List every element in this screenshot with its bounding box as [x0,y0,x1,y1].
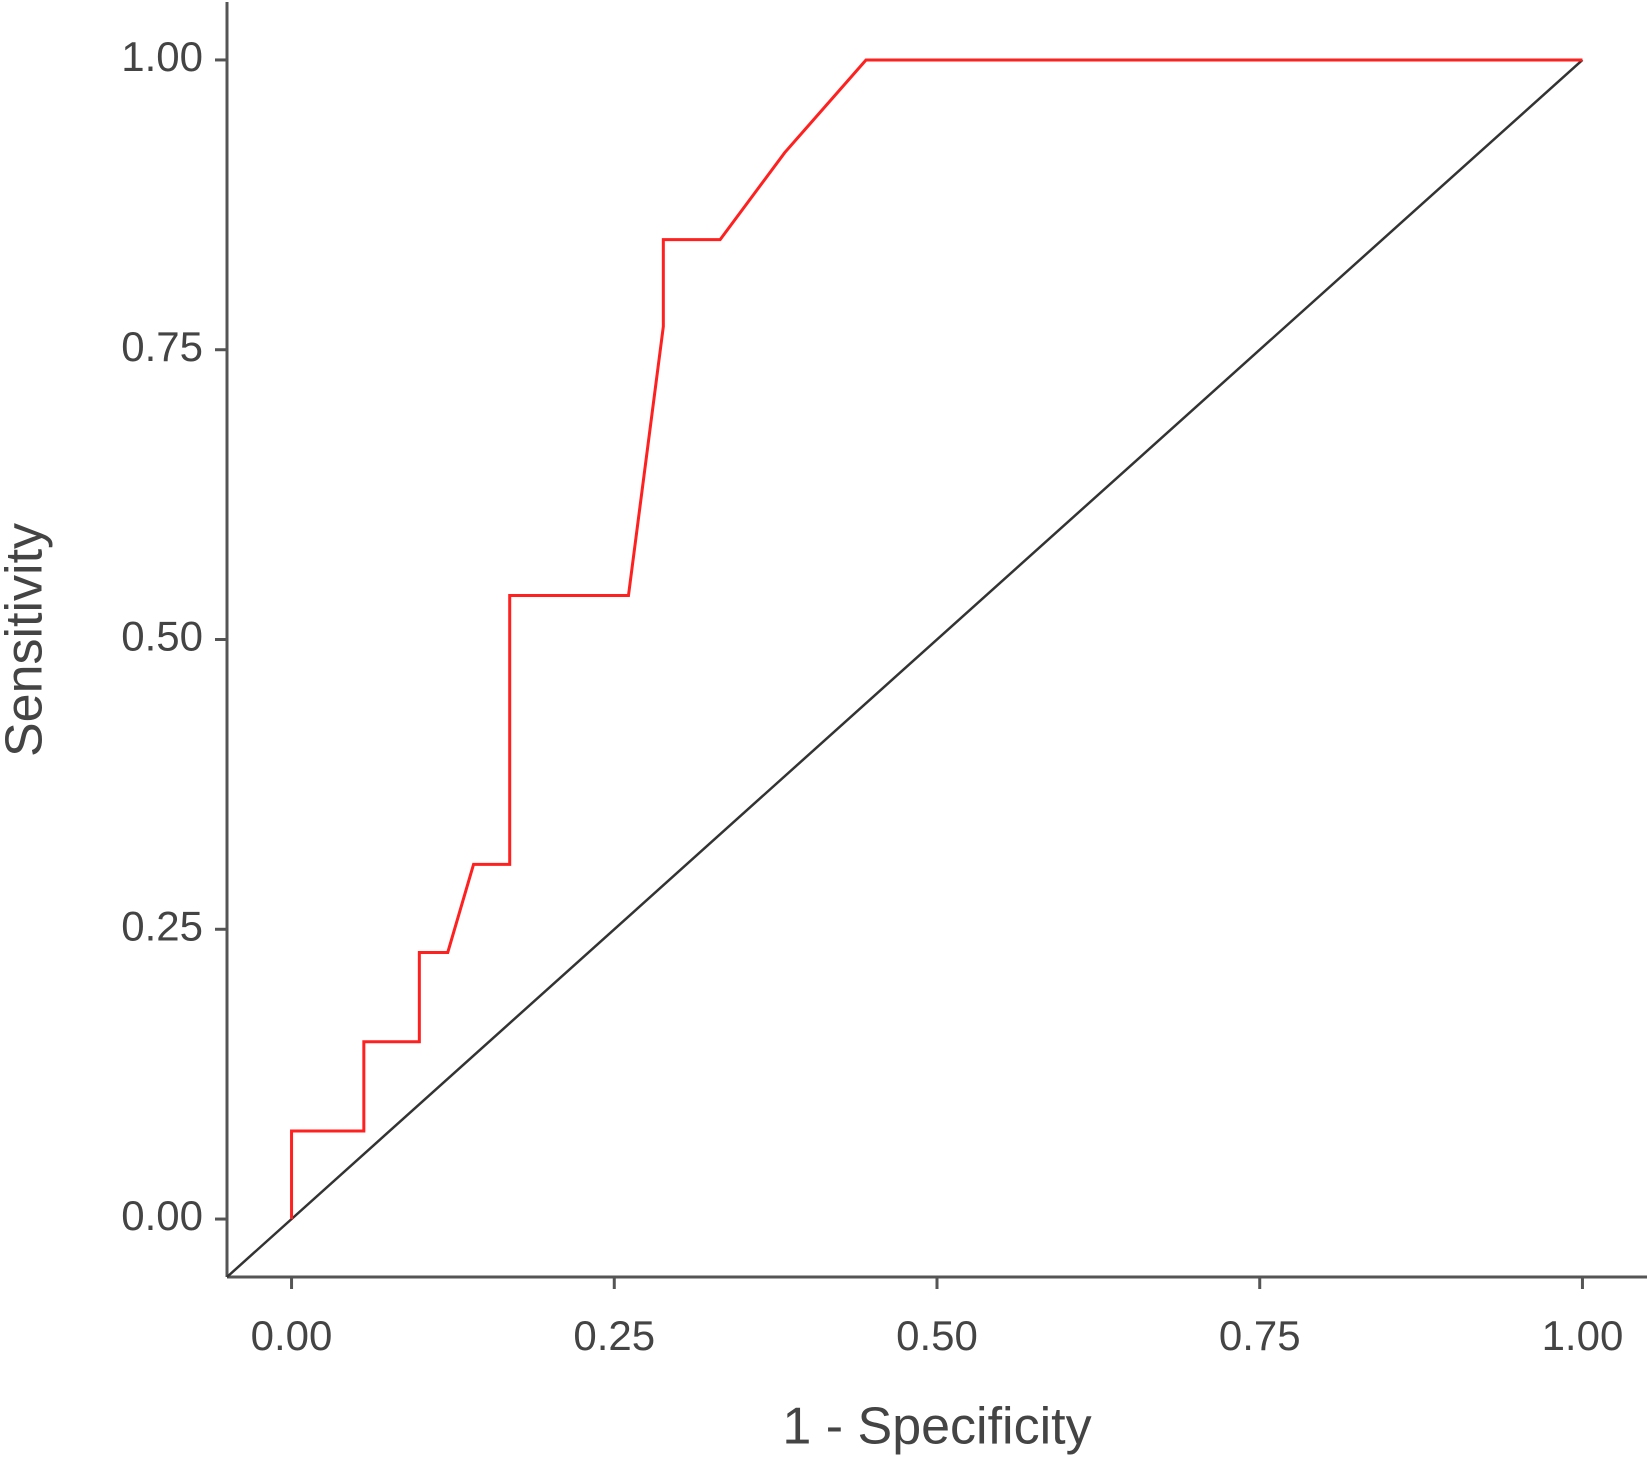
x-tick-label: 0.25 [573,1312,655,1359]
x-tick-label: 1.00 [1542,1312,1624,1359]
x-axis-title: 1 - Specificity [782,1398,1091,1456]
y-tick-label: 0.25 [121,902,203,949]
roc-curve [290,58,1583,1220]
y-tick-label: 1.00 [121,33,203,80]
x-tick-label: 0.75 [1219,1312,1301,1359]
y-tick-label: 0.00 [121,1192,203,1239]
y-axis-title: Sensitivity [0,523,54,757]
y-tick-label: 0.75 [121,323,203,370]
y-tick-label: 0.50 [121,613,203,660]
x-tick-label: 0.00 [251,1312,333,1359]
reference-line [226,59,1584,1278]
x-tick-label: 0.50 [896,1312,978,1359]
